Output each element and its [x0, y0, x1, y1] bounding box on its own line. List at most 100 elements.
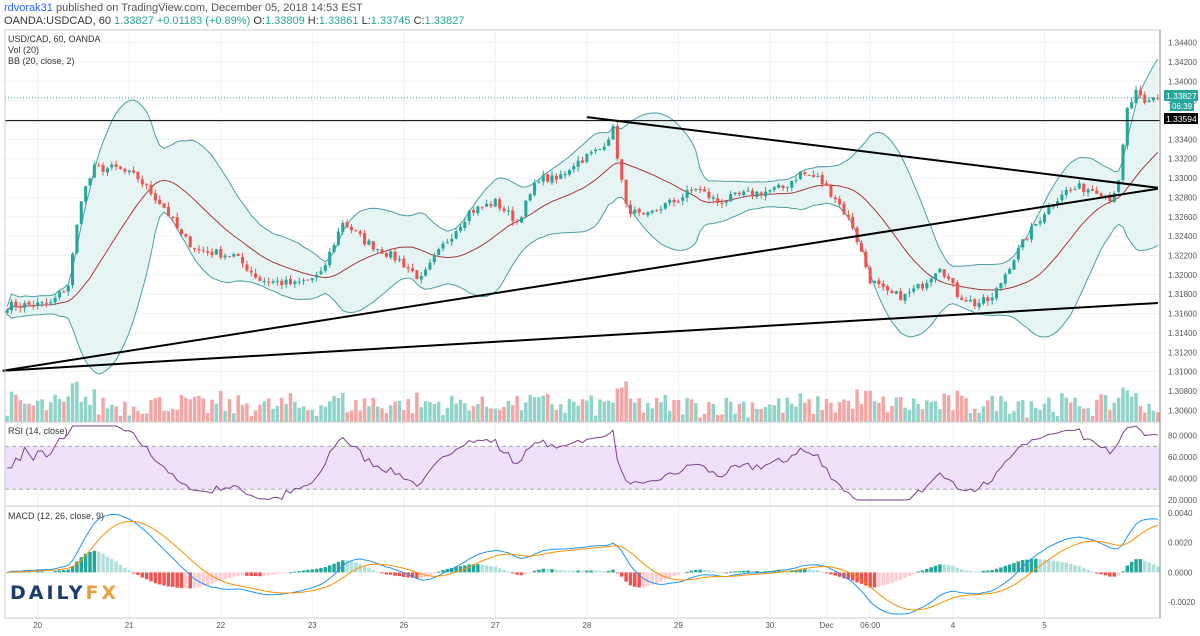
candle-body — [232, 254, 236, 257]
macd-histogram-bar — [249, 572, 253, 576]
time-tick-label: 21 — [125, 621, 134, 630]
volume-bar — [868, 390, 872, 422]
volume-bar — [66, 396, 70, 422]
candle-body — [742, 191, 746, 196]
macd-histogram-bar — [593, 570, 598, 573]
candle-body — [415, 270, 419, 280]
candle-body — [206, 250, 210, 253]
rsi-band-fill — [5, 446, 1160, 490]
macd-histogram-bar — [40, 571, 44, 573]
volume-bar — [637, 398, 641, 422]
macd-histogram-bar — [637, 572, 641, 588]
candle-body — [40, 302, 44, 304]
volume-bar — [898, 396, 903, 422]
volume-bar — [14, 394, 18, 422]
macd-histogram-bar — [925, 568, 929, 573]
candle-body — [380, 249, 384, 254]
volume-bar — [53, 394, 57, 422]
volume-bar — [646, 403, 650, 422]
candle-body — [197, 249, 201, 251]
publisher-username[interactable]: rdvorak31 — [4, 2, 53, 14]
volume-bar — [946, 395, 951, 422]
macd-histogram-bar — [624, 572, 628, 582]
macd-histogram-bar — [493, 566, 498, 573]
volume-bar — [654, 397, 659, 422]
price-tick-label: 1.31600 — [1168, 310, 1197, 319]
volume-bars — [5, 381, 1160, 422]
macd-histogram-bar — [990, 570, 994, 573]
volume-bar — [96, 414, 101, 422]
volume-bar — [1112, 402, 1116, 422]
macd-histogram-bar — [88, 551, 92, 573]
macd-histogram-bar — [572, 570, 576, 573]
time-tick-label: 06:00 — [860, 621, 881, 630]
macd-histogram-bar — [179, 572, 184, 589]
volume-bar — [715, 414, 720, 422]
macd-histogram-bar — [410, 572, 415, 578]
candle-body — [227, 256, 231, 258]
macd-histogram-bar — [933, 565, 938, 573]
volume-bar — [384, 412, 389, 422]
volume-bar — [763, 407, 768, 422]
macd-histogram-bar — [959, 569, 964, 573]
volume-bar — [567, 398, 572, 422]
macd-histogram-bar — [755, 570, 759, 573]
volume-bar — [803, 402, 807, 422]
candle-body — [1073, 189, 1077, 191]
candle-body — [1064, 190, 1068, 195]
candle-body — [947, 276, 951, 279]
candle-body — [267, 281, 271, 283]
macd-histogram-bar — [537, 569, 541, 573]
macd-histogram-bar — [1112, 572, 1116, 577]
candle-body — [110, 164, 114, 168]
macd-histogram-bar — [70, 566, 75, 573]
candle-body — [254, 273, 258, 278]
trend-lines[interactable] — [2, 97, 1160, 372]
candle-body — [118, 166, 123, 170]
bb-upper-band — [6, 58, 1159, 307]
macd-histogram-bar — [489, 566, 493, 573]
volume-bar — [62, 401, 66, 422]
volume-bar — [615, 388, 620, 422]
candle-body — [1008, 269, 1012, 274]
volume-bar — [310, 409, 315, 422]
candle-body — [899, 291, 903, 300]
macd-histogram-bar — [210, 572, 214, 584]
candle-body — [598, 149, 602, 151]
countdown-badge: 06:39 — [1172, 102, 1193, 111]
volume-bar — [476, 404, 480, 422]
candle-body — [641, 212, 646, 215]
candle-body — [249, 270, 253, 273]
time-tick-label: Dec — [819, 621, 833, 630]
macd-histogram-bar — [101, 553, 105, 573]
candle-body — [319, 271, 323, 275]
volume-bar — [253, 410, 258, 422]
volume-bar — [624, 381, 628, 422]
macd-histogram-bar — [742, 570, 746, 573]
candle-body — [1038, 221, 1042, 224]
volume-bar — [846, 400, 851, 422]
macd-histogram-bar — [811, 569, 816, 573]
volume-bar — [986, 400, 990, 422]
volume-bar — [454, 403, 458, 422]
trendline — [2, 187, 1158, 372]
macd-histogram-bar — [367, 568, 371, 573]
candle-body — [855, 227, 859, 243]
time-tick-label: 28 — [582, 621, 591, 630]
publisher-line: rdvorak31 published on TradingView.com, … — [4, 2, 363, 14]
candle-body — [145, 183, 149, 185]
volume-bar — [323, 406, 328, 422]
volume-bar — [585, 400, 589, 422]
volume-bar — [545, 393, 550, 422]
macd-histogram-bar — [384, 572, 389, 575]
logo-main: DAILY — [10, 582, 86, 604]
macd-histogram-bar — [1134, 559, 1138, 573]
candle-body — [502, 208, 506, 212]
macd-histogram-bar — [223, 572, 227, 580]
chart-header: rdvorak31 published on TradingView.com, … — [0, 0, 1200, 30]
volume-bar — [9, 391, 14, 422]
candle-body — [668, 199, 672, 204]
candle-body — [825, 183, 829, 186]
volume-bar — [214, 403, 219, 422]
